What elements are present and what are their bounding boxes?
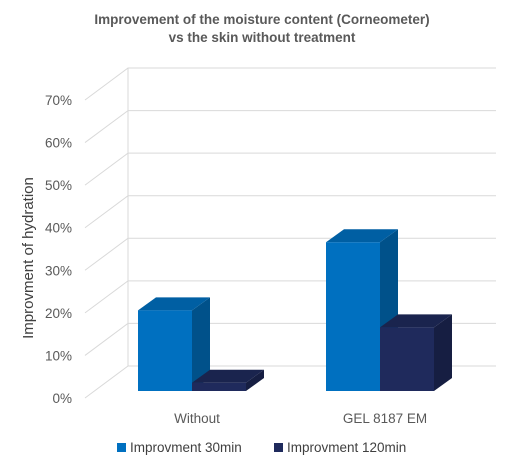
y-axis-ticks: 0% 10% 20% 30% 40% 50% 60% 70% [45,93,72,406]
gridline [84,110,496,143]
y-axis-label: Improvment of hydration [20,177,37,339]
x-category-label: Without [174,411,220,426]
bar-improvment-120min-gel-8187-em [380,314,452,391]
bar-side-face [192,297,210,391]
legend-item: Improvment 120min [274,440,406,455]
gridline [84,237,496,271]
y-tick-label: 70% [45,93,72,108]
gridlines [84,67,496,399]
chart-title-line-2: vs the skin without treatment [169,30,356,45]
chart-title: Improvement of the moisture content (Cor… [94,12,429,45]
legend-swatch [117,443,126,452]
gridline [84,152,496,186]
gridline [84,67,496,101]
legend-label: Improvment 30min [130,440,242,455]
bars [138,229,452,391]
bar-front-face [192,382,246,391]
bar-top-face [192,369,264,383]
legend-item: Improvment 30min [117,440,242,455]
bar-front-face [326,242,380,391]
bar-top-face [326,229,398,243]
x-axis-categories: Without GEL 8187 EM [174,411,427,426]
bar-improvment-30min-without [138,297,210,391]
y-tick-label: 0% [52,391,72,406]
y-tick-label: 50% [45,178,72,193]
y-tick-label: 30% [45,263,72,278]
x-category-label: GEL 8187 EM [343,411,427,426]
bar-front-face [138,310,192,391]
legend: Improvment 30min Improvment 120min [117,440,406,455]
y-tick-label: 20% [45,306,72,321]
gridline [84,195,496,229]
chart-title-line-1: Improvement of the moisture content (Cor… [94,12,429,27]
bar-top-face [138,297,210,311]
legend-label: Improvment 120min [287,440,406,455]
bar-top-face [380,314,452,328]
y-tick-label: 40% [45,221,72,236]
legend-swatch [274,443,283,452]
bar-side-face [434,314,452,391]
y-tick-label: 60% [45,136,72,151]
bar-improvment-120min-without [192,369,264,391]
bar-side-face [246,369,264,391]
bar-front-face [380,327,434,391]
y-tick-label: 10% [45,348,72,363]
